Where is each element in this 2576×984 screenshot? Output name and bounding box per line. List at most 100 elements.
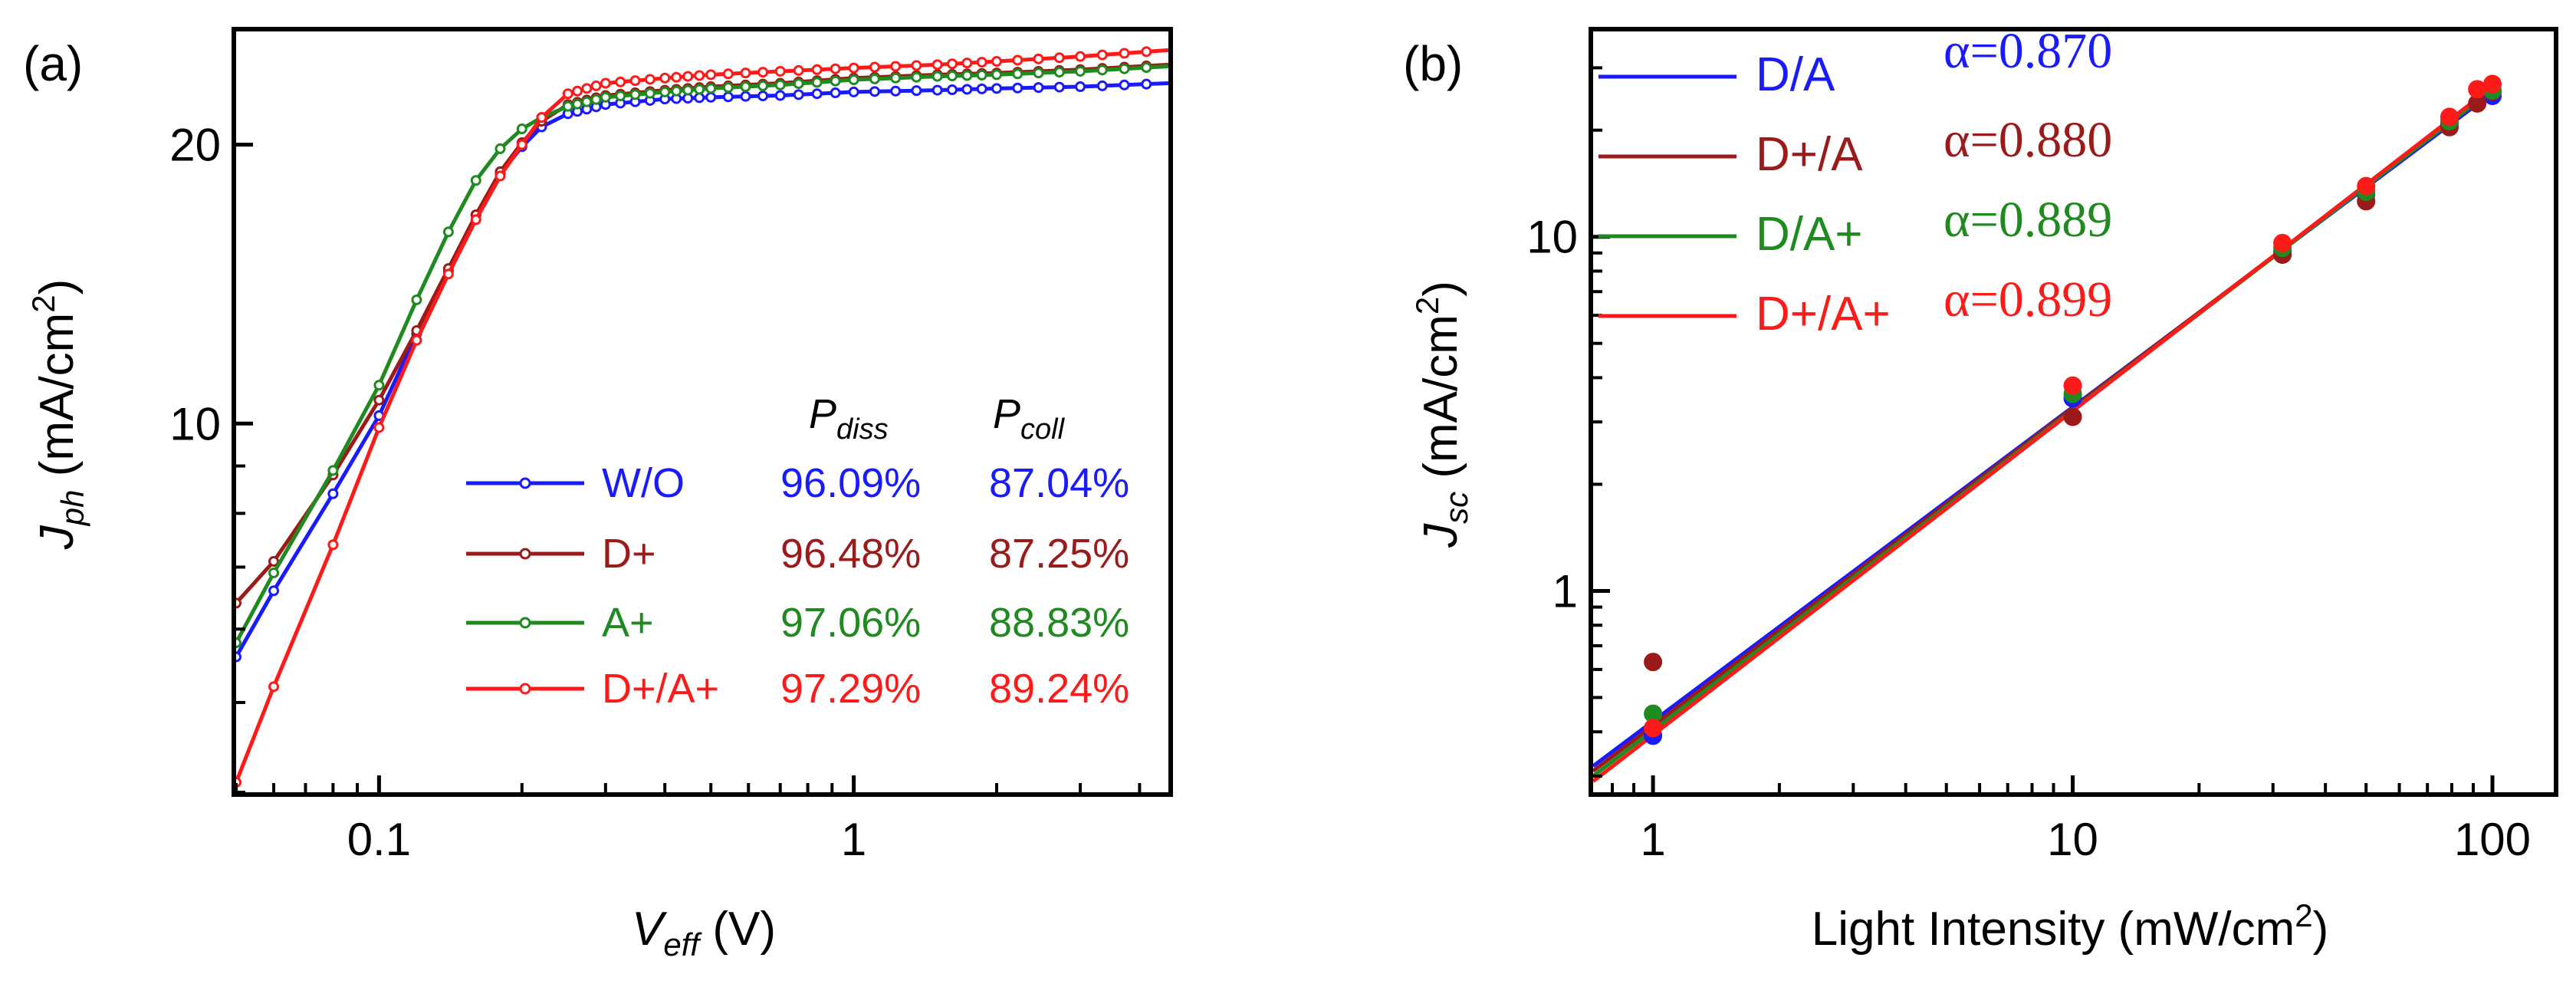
panel-a-legend-label-dplus: D+ bbox=[602, 531, 656, 577]
panel-b-xtick-label: 100 bbox=[2454, 814, 2531, 865]
panel-a-point-dplus-aplus bbox=[659, 72, 671, 84]
panel-a-legend-marker-aplus bbox=[519, 617, 531, 629]
panel-a-point-aplus bbox=[869, 73, 880, 84]
panel-b-xtick-label: 10 bbox=[2047, 814, 2098, 865]
panel-a-point-dplus-aplus bbox=[722, 68, 734, 80]
panel-a-point-dplus-aplus bbox=[411, 334, 422, 346]
panel-a-point-dplus-aplus bbox=[1141, 46, 1152, 58]
panel-a-point-w-o bbox=[740, 91, 751, 102]
panel-a-point-aplus bbox=[581, 96, 593, 107]
panel-b-ytick-label: 10 bbox=[1526, 212, 1578, 263]
panel-a-line-dplus bbox=[236, 62, 1168, 605]
panel-a-point-aplus bbox=[932, 71, 943, 82]
panel-a-point-aplus bbox=[976, 69, 987, 81]
panel-a-point-aplus bbox=[268, 567, 280, 578]
panel-a-point-dplus-aplus bbox=[869, 61, 880, 73]
panel-a-point-aplus bbox=[411, 294, 422, 305]
panel-a-point-w-o bbox=[236, 651, 242, 663]
panel-a-point-aplus bbox=[1075, 65, 1086, 77]
panel-a-point-dplus-aplus bbox=[1053, 52, 1065, 64]
panel-a-point-aplus bbox=[327, 465, 339, 476]
panel-a-point-w-o bbox=[932, 84, 943, 96]
panel-a-legend-marker-w-o bbox=[519, 477, 531, 489]
panel-a-point-dplus-aplus bbox=[373, 422, 385, 433]
panel-a-point-dplus-aplus bbox=[757, 67, 769, 78]
panel-a-point-dplus-aplus bbox=[268, 681, 280, 693]
panel-b-point-dplus-aplus bbox=[1644, 719, 1663, 738]
panel-a-line-aplus bbox=[236, 64, 1168, 644]
panel-a-point-aplus bbox=[774, 79, 786, 91]
panel-a-label: (a) bbox=[23, 36, 83, 91]
panel-a-point-dplus-aplus bbox=[811, 64, 823, 75]
panel-b-legend-label-d-a: D/A bbox=[1756, 48, 1835, 101]
panel-a-point-dplus-aplus bbox=[793, 64, 804, 76]
panel-a-line-w-o bbox=[236, 81, 1168, 658]
panel-a-point-aplus bbox=[516, 123, 527, 135]
panel-a-point-aplus bbox=[793, 78, 804, 90]
panel-a-ticks: 0.1 1 10 20 bbox=[169, 120, 1142, 865]
panel-a-point-aplus bbox=[1141, 62, 1152, 74]
panel-a-point-aplus bbox=[811, 77, 823, 88]
panel-a-point-aplus bbox=[470, 175, 481, 186]
panel-a-point-aplus bbox=[757, 80, 769, 91]
panel-a-point-dplus-aplus bbox=[694, 70, 705, 81]
panel-a-point-dplus-aplus bbox=[682, 71, 694, 82]
panel-a-frame bbox=[232, 27, 1173, 797]
panel-b-plot-area bbox=[1593, 74, 2502, 783]
panel-a-point-w-o bbox=[1096, 80, 1108, 91]
panel-a-point-w-o bbox=[946, 84, 958, 96]
panel-a-ytick-label: 10 bbox=[169, 398, 221, 449]
panel-b-xtick-label: 1 bbox=[1640, 814, 1665, 865]
panel-b-series-group bbox=[1593, 74, 2502, 783]
panel-a-point-w-o bbox=[774, 90, 786, 101]
panel-a-point-w-o bbox=[890, 85, 902, 97]
panel-a-point-dplus bbox=[373, 394, 385, 406]
panel-b-label: (b) bbox=[1403, 36, 1463, 91]
panel-a-point-aplus bbox=[562, 100, 573, 112]
panel-b-ytick-label: 1 bbox=[1552, 565, 1578, 617]
panel-a-point-w-o bbox=[327, 488, 339, 499]
panel-a-legend-label-dplus-aplus: D+/A+ bbox=[602, 666, 719, 712]
panel-a-point-aplus bbox=[495, 143, 506, 154]
panel-a-point-w-o bbox=[757, 91, 769, 102]
panel-a-pdiss-w-o: 96.09% bbox=[780, 460, 921, 506]
panel-a-pcoll-aplus: 88.83% bbox=[989, 600, 1129, 646]
panel-a-point-dplus-aplus bbox=[495, 170, 506, 182]
panel-a-point-dplus-aplus bbox=[470, 214, 481, 225]
panel-a-point-aplus bbox=[694, 84, 705, 95]
panel-a-point-aplus bbox=[659, 86, 671, 97]
panel-a-point-dplus-aplus bbox=[1033, 53, 1044, 64]
panel-a-point-aplus bbox=[1096, 64, 1108, 76]
panel-a-pcoll-w-o: 87.04% bbox=[989, 460, 1129, 506]
panel-a-point-dplus-aplus bbox=[536, 112, 547, 123]
panel-a-point-w-o bbox=[1012, 82, 1024, 94]
panel-b-alpha-d-a: α=0.870 bbox=[1944, 23, 2112, 79]
panel-a-point-aplus bbox=[590, 94, 602, 105]
panel-a-legend-label-w-o: W/O bbox=[602, 460, 685, 506]
panel-a-point-w-o bbox=[869, 86, 880, 97]
panel-a-point-aplus bbox=[1119, 63, 1130, 74]
panel-a-point-aplus bbox=[615, 91, 626, 102]
panel-a-point-dplus-aplus bbox=[590, 80, 602, 91]
panel-a-point-dplus-aplus bbox=[562, 88, 573, 100]
panel-a-legend-marker-dplus-aplus bbox=[519, 683, 531, 695]
panel-b-xlabel: Light Intensity (mW/cm2) bbox=[1812, 897, 2329, 956]
panel-a-point-aplus bbox=[1012, 68, 1024, 80]
panel-b-legend-label-dplus-a: D+/A bbox=[1756, 128, 1863, 181]
panel-a-pdiss-aplus: 97.06% bbox=[780, 600, 921, 646]
panel-a-point-aplus bbox=[600, 91, 611, 103]
panel-a-point-dplus-aplus bbox=[976, 57, 987, 68]
panel-b-point-dplus-a bbox=[2063, 407, 2082, 426]
panel-a-point-aplus bbox=[373, 380, 385, 391]
panel-a-header-pdiss: Pdiss bbox=[809, 391, 889, 446]
panel-a-point-aplus bbox=[848, 74, 859, 86]
panel-a-point-aplus bbox=[830, 75, 841, 87]
panel-a-point-w-o bbox=[1141, 78, 1152, 90]
panel-a-point-dplus-aplus bbox=[1096, 49, 1108, 61]
panel-a-point-w-o bbox=[976, 83, 987, 94]
panel-a-point-dplus-aplus bbox=[442, 268, 454, 280]
panel-a-point-aplus bbox=[1053, 67, 1065, 78]
panel-a-point-aplus bbox=[740, 81, 751, 93]
panel-a-point-w-o bbox=[848, 86, 859, 97]
